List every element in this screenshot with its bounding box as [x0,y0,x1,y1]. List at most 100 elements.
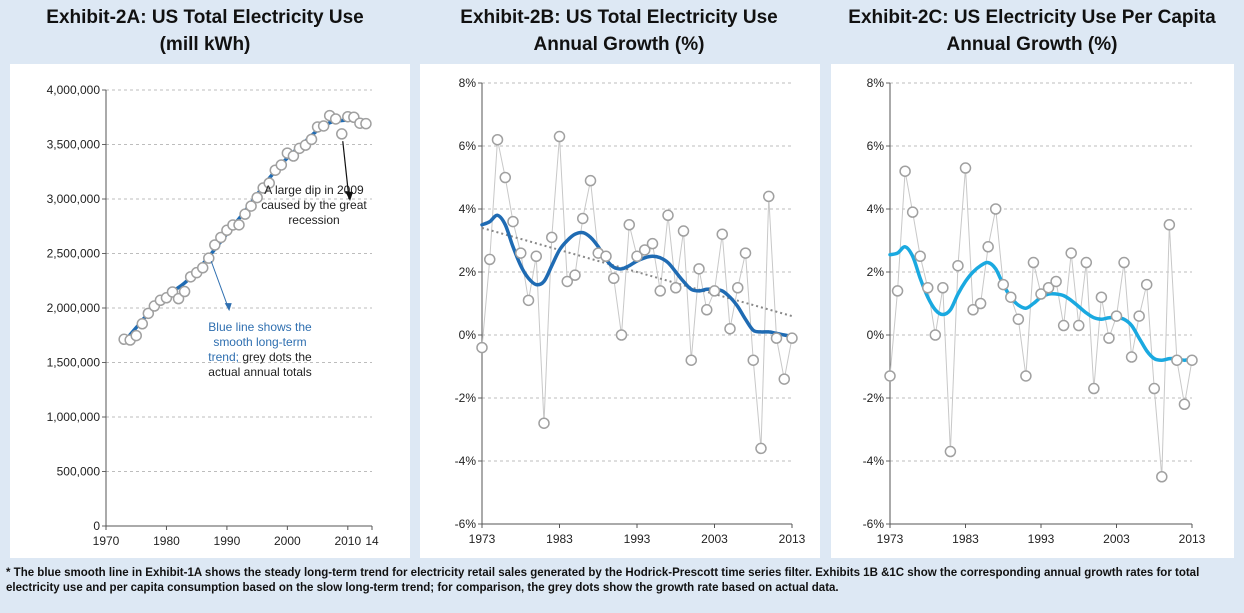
y-tick-label: 8% [459,76,477,90]
data-point [1133,310,1145,322]
data-point [724,322,736,335]
data-point [476,341,488,354]
data-point [944,445,957,458]
chart-panel-2c: -6% -4% -2% 0% 2% 4% 6% 8% 1973 1983 1993 2003 2013 [831,64,1234,558]
footnote: * The blue smooth line in Exhibit-1A sho… [6,567,1200,594]
y-tick-label: -4% [455,454,477,468]
chart-2c-svg: -6% -4% -2% 0% 2% 4% 6% 8% 1973 1983 1993 2003 2013 [863,76,1206,546]
chart-title-2b-line1: Exhibit-2B: US Total Electricity Use [460,7,778,28]
data-point [130,329,142,342]
x-tick-label: 1990 [214,534,241,548]
data-point [631,250,643,262]
chart-title-2c-line1: Exhibit-2C: US Electricity Use Per Capit… [848,7,1216,28]
data-point [639,244,651,256]
data-point [1080,256,1093,269]
x-tick-label: 2013 [779,532,806,546]
annotation-text: trend; grey dots the [208,350,312,364]
data-point [937,282,949,294]
annotation-text: A large dip in 2009 [264,183,364,197]
x-tick-label: 1993 [1028,532,1055,546]
x-tick-label: 1970 [93,534,120,548]
annotation-arrowhead [345,191,354,201]
data-point [209,239,221,251]
x-tick-label: 1993 [624,532,651,546]
x-tick-label: 14 [365,534,379,548]
data-point [1178,398,1191,411]
data-point [906,206,919,218]
data-point [685,354,697,366]
data-point [786,332,798,344]
data-point [1012,313,1025,325]
data-point [716,228,728,240]
y-tick-label: -2% [455,391,477,405]
data-point [1118,256,1130,269]
x-tick-label: 2010 [334,534,361,548]
data-point [1050,275,1062,288]
data-point [884,370,896,382]
data-point [623,219,635,231]
y-tick-label: 3,000,000 [47,192,101,206]
data-point [561,275,573,288]
data-point [215,231,227,244]
data-point [522,294,535,307]
data-point [1035,288,1047,300]
data-point [305,133,318,146]
data-point [1073,319,1085,332]
data-point [608,272,620,285]
data-point [1027,256,1040,269]
data-point [1156,471,1168,483]
y-tick-label: 2% [459,265,477,279]
annotation-arrow [210,260,230,310]
data-point [196,262,209,274]
chart-2b-svg: -6% -4% -2% 0% 2% 4% 6% 8% 1973 1983 1993 2003 2013 [455,76,806,546]
data-point [577,212,589,225]
data-point [763,190,775,203]
data-point [929,329,942,341]
x-tick-label: 2000 [274,534,301,548]
data-point [515,247,527,259]
data-point [203,252,215,264]
data-point [997,278,1009,291]
chart-title-2b: Exhibit-2B: US Total Electricity Use Ann… [420,4,818,58]
data-point [538,417,550,429]
data-point [989,203,1002,215]
data-point [584,174,597,187]
y-tick-label: -2% [863,391,885,405]
y-tick-label: -6% [863,517,885,531]
data-point [530,250,542,262]
data-point [646,237,659,250]
chart-title-2c: Exhibit-2C: US Electricity Use Per Capit… [830,4,1234,58]
data-point [982,241,994,253]
data-point [914,250,926,262]
data-point [263,177,275,189]
data-point [336,128,348,140]
y-tick-label: 4% [867,202,885,216]
annotation-arrow [342,141,350,200]
annotation-text: smooth long-term [213,335,306,349]
x-tick-label: 1973 [877,532,904,546]
y-tick-label: 4,000,000 [47,83,101,97]
data-point [778,373,790,385]
data-point [952,259,964,272]
y-tick-label: 2,000,000 [47,301,101,315]
data-point [1042,282,1055,294]
y-tick-label: 3,500,000 [47,138,101,152]
annotation-text: actual annual totals [208,365,311,379]
data-point [677,225,690,237]
linear-trend-line [481,226,793,318]
data-point [287,150,300,162]
y-tick-label: 8% [867,76,885,90]
data-point [499,171,511,184]
y-tick-label: 0% [459,328,477,342]
x-tick-label: 2003 [1103,532,1130,546]
data-point [739,247,752,259]
chart-title-2a: Exhibit-2A: US Total Electricity Use (mi… [10,4,400,58]
trend-series-line [122,118,368,344]
data-point [770,332,783,344]
trend-series-line [480,213,794,339]
actual-series-line [889,168,1193,477]
data-point [484,253,496,266]
data-point [178,285,191,298]
data-point [553,130,566,143]
